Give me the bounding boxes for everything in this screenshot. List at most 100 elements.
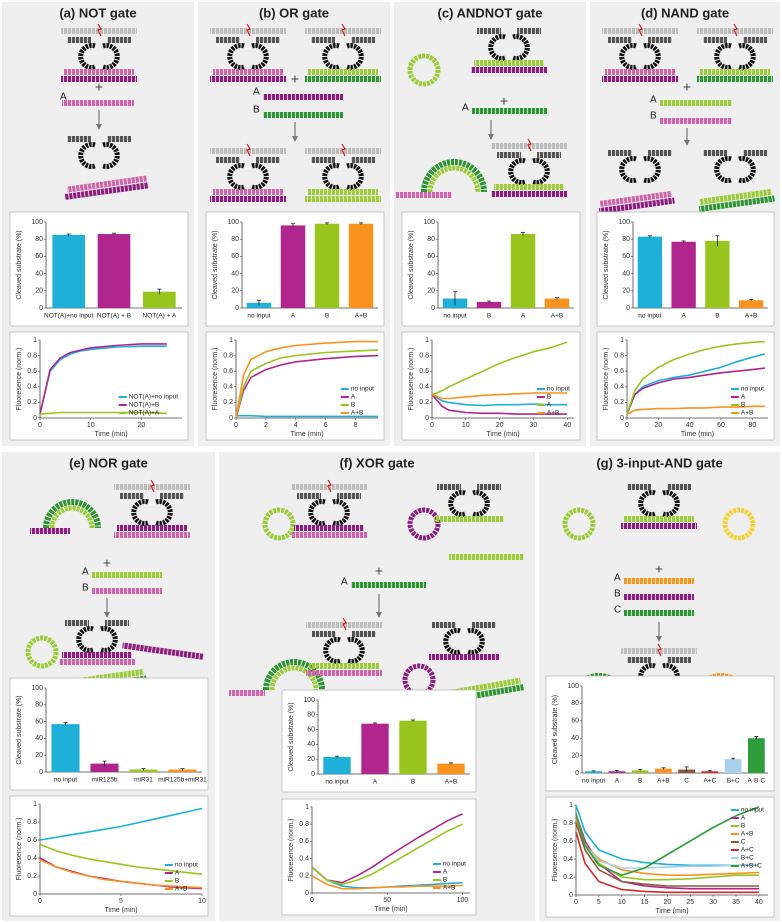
strand	[437, 484, 461, 490]
x-tick-label: no input	[582, 778, 605, 785]
y-axis-label: Cleaved substrate (%)	[288, 702, 295, 771]
deoxyribozyme-core	[78, 43, 96, 70]
deoxyribozyme-core	[102, 43, 120, 70]
x-tick-label: 20	[496, 422, 504, 429]
y-tick-label: 0.6	[419, 368, 429, 375]
x-tick-label: miR125b	[91, 777, 117, 784]
panel-title: (c) ANDNOT gate	[438, 5, 543, 20]
strand	[703, 37, 727, 43]
input-label: A	[462, 103, 469, 114]
strand	[311, 37, 335, 43]
y-tick-label: 0.2	[419, 399, 429, 406]
x-tick-label: 0	[234, 422, 238, 429]
legend-label: NOT(A)+B	[129, 402, 160, 409]
arrow-head	[488, 134, 494, 140]
y-tick-label: 0.6	[27, 837, 37, 844]
y-tick-label: 0.2	[563, 874, 573, 881]
bar	[399, 720, 427, 774]
strand	[605, 69, 675, 75]
strand	[117, 525, 187, 531]
x-tick-label: A	[291, 313, 296, 320]
plus-sign: +	[683, 79, 691, 95]
y-tick-label: 0.4	[299, 855, 309, 862]
x-tick-label: A+B	[745, 313, 757, 320]
y-tick-label: 20	[622, 288, 630, 295]
series-line	[39, 807, 203, 841]
y-tick-label: 20	[35, 288, 43, 295]
cleavage-site	[638, 23, 643, 37]
deoxyribozyme-core	[100, 626, 118, 653]
series-line	[626, 353, 766, 415]
x-tick-label: 6	[324, 422, 328, 429]
cleavage-site	[657, 643, 662, 657]
strand	[474, 60, 544, 66]
y-tick-label: 1	[229, 337, 233, 344]
strand	[621, 523, 697, 529]
bar	[52, 234, 85, 308]
bar	[738, 300, 764, 308]
strand	[449, 554, 524, 560]
deoxyribozyme-core	[532, 158, 550, 185]
strand	[216, 157, 240, 163]
hairpin-arc	[427, 165, 481, 193]
y-axis-label: Fluoresence (norm.)	[212, 347, 219, 410]
hairpin-loop	[722, 507, 756, 541]
y-axis-label: Cleaved substrate (%)	[552, 695, 559, 764]
x-tick-label: 50	[383, 897, 391, 904]
plus-sign: +	[500, 93, 508, 109]
x-axis-label: Time (min)	[94, 431, 127, 438]
strand	[66, 175, 147, 193]
strand	[699, 188, 772, 205]
y-tick-label: 100	[423, 219, 435, 226]
strand	[256, 37, 280, 43]
deoxyribozyme-core	[332, 499, 350, 526]
strand	[305, 76, 381, 82]
strand	[308, 189, 378, 195]
plus-sign: +	[103, 555, 111, 571]
y-tick-label: 0	[33, 415, 37, 422]
strand	[105, 620, 129, 626]
y-tick-label: 40	[35, 735, 43, 742]
x-tick-label: 0	[310, 897, 314, 904]
bar	[143, 291, 176, 308]
x-tick-label: A	[521, 313, 526, 320]
x-tick-label: 5	[597, 899, 601, 906]
strand	[648, 37, 672, 43]
strand	[297, 493, 321, 499]
y-tick-label: 0.6	[614, 368, 624, 375]
legend-label: A+B	[175, 886, 187, 893]
cleavage-site	[733, 23, 738, 37]
x-axis-label: Time (min)	[486, 431, 519, 438]
hairpin-arc	[49, 505, 95, 529]
y-tick-label: 0.6	[299, 838, 309, 845]
x-tick-label: 10	[618, 899, 626, 906]
y-axis-label: Fluoresence (norm.)	[603, 347, 610, 410]
strand	[743, 150, 767, 156]
bar	[544, 298, 570, 308]
legend-label: A+B	[741, 831, 753, 838]
deoxyribozyme-core	[738, 43, 756, 70]
strand	[306, 670, 382, 676]
y-tick-label: 1	[620, 337, 624, 344]
legend-label: A+B+C	[741, 863, 762, 870]
deoxyribozyme-core	[346, 163, 364, 190]
legend-label: NOT(A)+A	[129, 410, 160, 417]
x-tick-label: no input	[443, 313, 466, 320]
deoxyribozyme-core	[131, 499, 149, 526]
strand	[743, 37, 767, 43]
series-line	[235, 349, 379, 419]
y-tick-label: 40	[307, 741, 315, 748]
y-tick-label: 1	[33, 337, 37, 344]
deoxyribozyme-core	[308, 499, 326, 526]
y-tick-label: 0	[229, 415, 233, 422]
input-label: B	[82, 583, 89, 594]
y-tick-label: 40	[35, 270, 43, 277]
x-tick-label: 80	[748, 422, 756, 429]
y-tick-label: 0	[431, 305, 435, 312]
legend-label: no input	[547, 386, 570, 393]
deoxyribozyme-core	[78, 142, 96, 169]
x-axis-label: Time (min)	[104, 907, 137, 914]
arrow-head	[104, 612, 110, 618]
y-tick-label: 100	[31, 219, 43, 226]
strand	[291, 532, 367, 538]
